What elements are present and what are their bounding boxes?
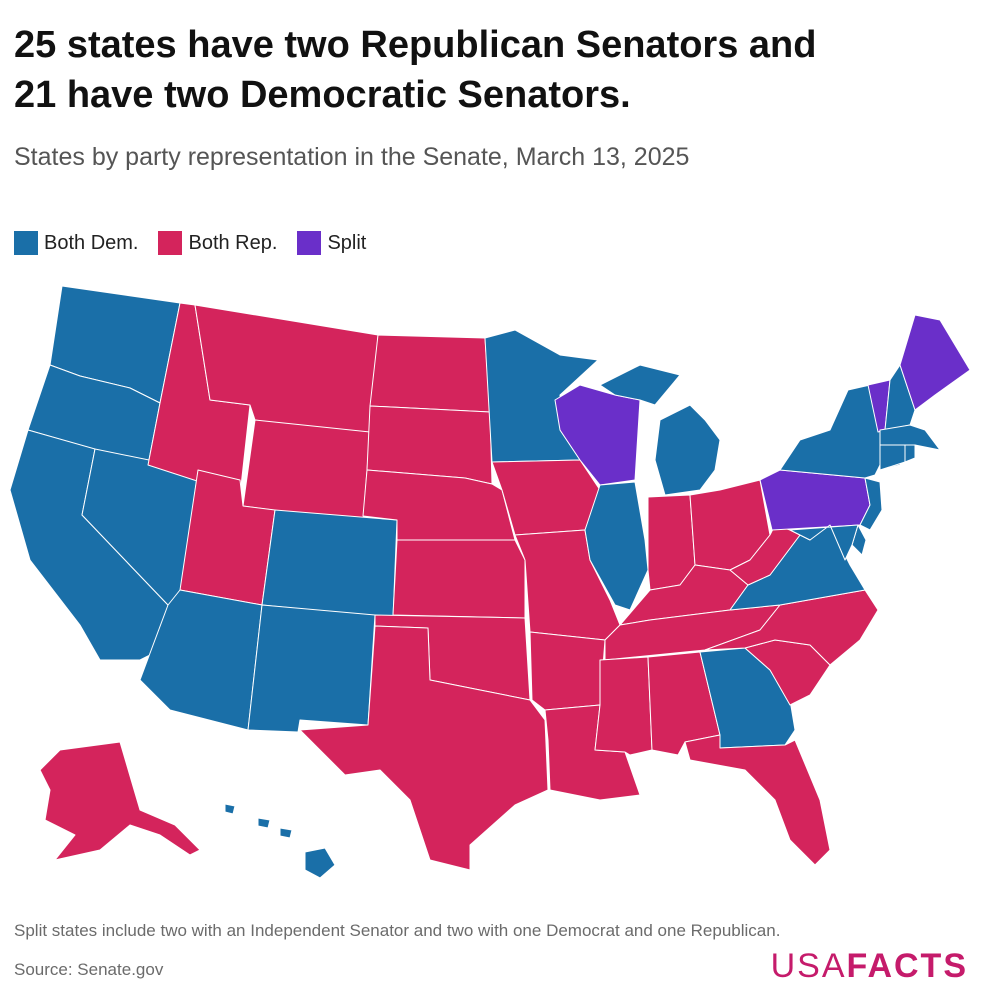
legend-swatch-dem [14,231,38,255]
state-tx [299,625,549,871]
title-line-2: 21 have two Democratic Senators. [14,74,631,116]
state-pa [759,469,871,531]
state-me [899,314,971,411]
legend-label-split: Split [327,231,367,254]
state-il [584,481,649,611]
state-ks [392,539,526,619]
chart-title: 25 states have two Republican Senators a… [14,20,964,120]
title-line-1: 25 states have two Republican Senators a… [14,24,817,66]
state-nj [859,477,883,531]
footnote: Split states include two with an Indepen… [14,921,781,940]
state-co [261,509,398,619]
state-hi [224,803,336,879]
state-nd [369,334,491,413]
usafacts-logo: USAFACTS [771,947,968,986]
legend-item-split: Split [297,231,366,255]
state-wy [242,419,371,523]
legend-label-rep: Both Rep. [188,231,278,254]
state-fl [684,734,831,866]
legend-label-dem: Both Dem. [44,231,139,254]
legend-swatch-split [297,231,322,255]
legend: Both Dem. Both Rep. Split [14,231,386,255]
state-md [789,524,859,561]
state-wi [554,384,641,486]
legend-item-rep: Both Rep. [158,231,277,255]
state-ri [904,444,916,463]
us-senate-map [9,285,971,879]
state-ar [529,631,606,711]
state-nh [884,364,916,431]
state-ct [879,444,906,471]
legend-item-dem: Both Dem. [14,231,138,255]
source: Source: Senate.gov [14,960,164,979]
chart-subtitle: States by party representation in the Se… [14,143,690,171]
state-ak [39,741,201,861]
logo-usa: USA [770,947,847,985]
logo-facts: FACTS [846,947,968,985]
state-ms [594,656,653,756]
state-mi [599,364,721,496]
legend-swatch-rep [158,231,183,255]
state-nm [247,604,376,733]
